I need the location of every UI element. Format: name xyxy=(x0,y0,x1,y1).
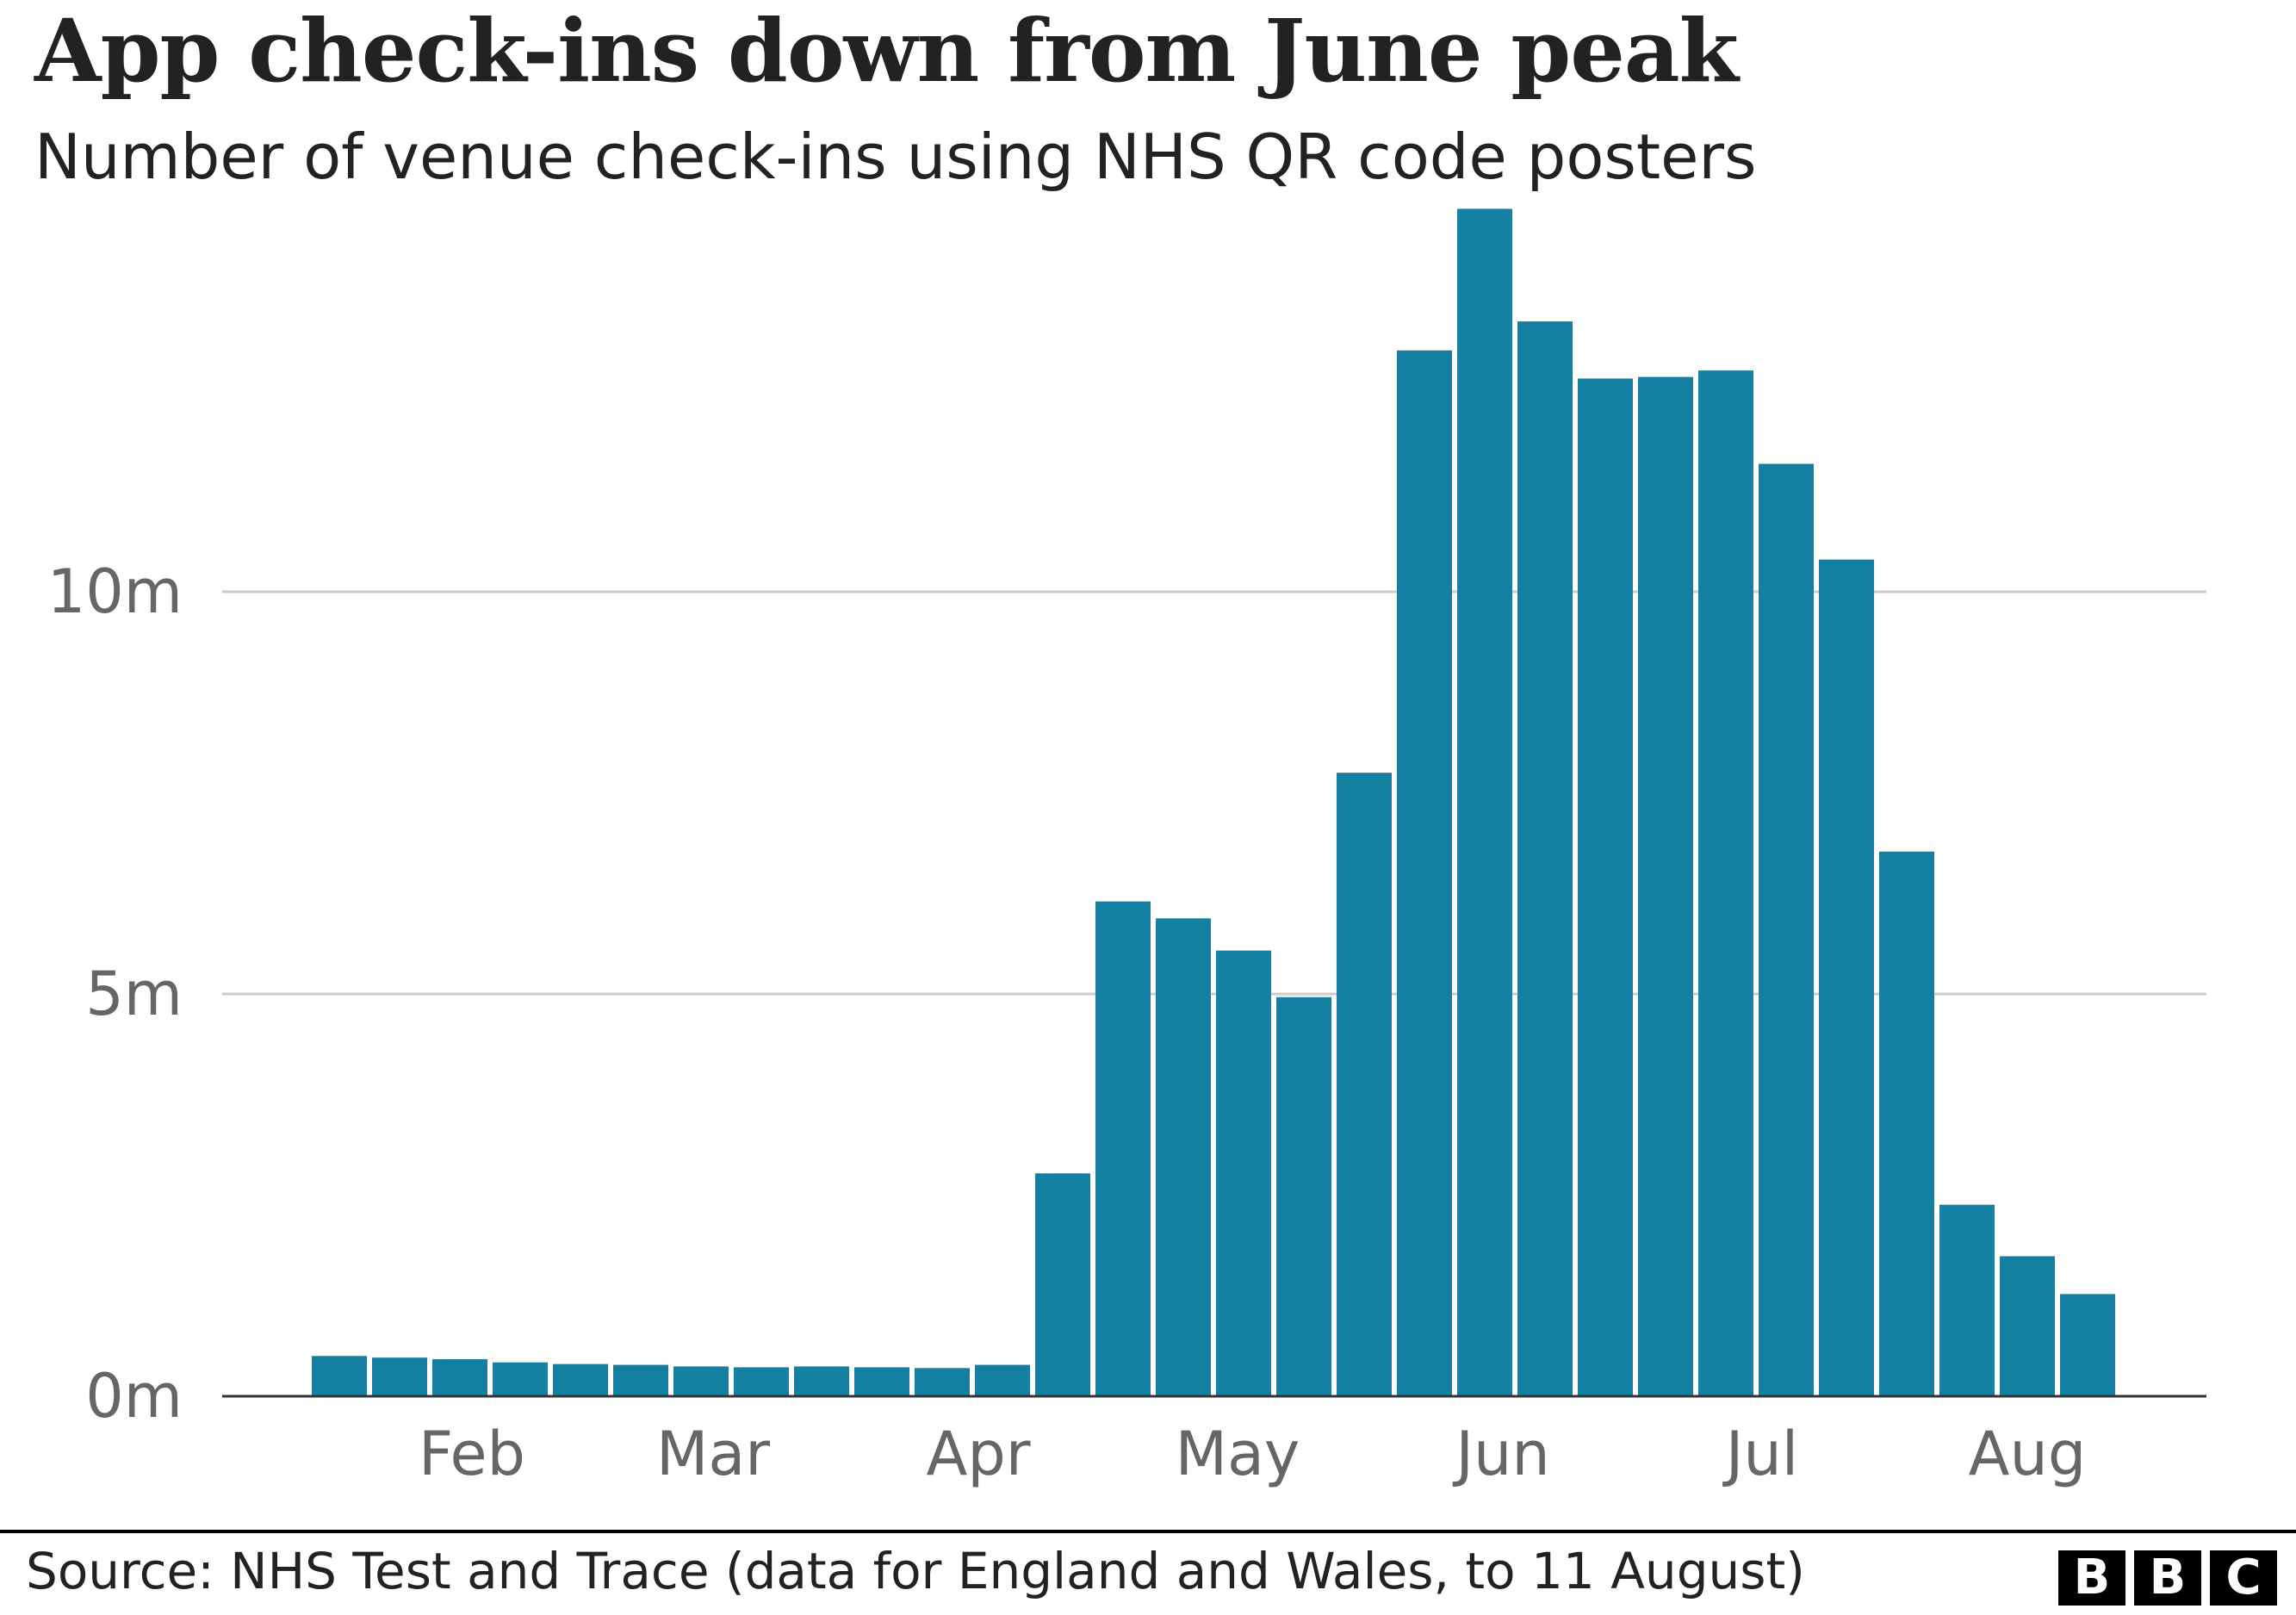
bar xyxy=(1819,559,1874,1396)
bar xyxy=(1578,378,1633,1396)
x-tick-label: May xyxy=(1176,1419,1300,1489)
chart-title: App check-ins down from June peak xyxy=(34,0,1739,102)
bar xyxy=(1517,321,1573,1396)
source-note: Source: NHS Test and Trace (data for Eng… xyxy=(26,1542,1805,1600)
bar xyxy=(553,1363,608,1396)
x-tick-label: Apr xyxy=(926,1419,1030,1489)
x-tick-label: Jul xyxy=(1722,1419,1798,1489)
bar xyxy=(1698,370,1753,1396)
bar xyxy=(915,1368,970,1396)
bar xyxy=(1879,851,1934,1396)
bar xyxy=(1216,950,1271,1396)
y-tick-label: 0m xyxy=(85,1361,183,1432)
bar xyxy=(1457,208,1512,1396)
logo-letter: B xyxy=(2134,1550,2201,1606)
bar xyxy=(734,1367,789,1396)
bar xyxy=(372,1357,427,1396)
bar-chart: 0m 5m 10m Feb Mar Apr May Jun Jul Aug xyxy=(47,208,2206,1489)
bbc-logo: B B C xyxy=(2058,1550,2277,1606)
y-tick-label: 10m xyxy=(47,556,183,627)
y-tick-label: 5m xyxy=(85,959,183,1029)
bar xyxy=(613,1364,668,1396)
x-tick-label: Feb xyxy=(419,1419,525,1489)
chart-subtitle: Number of venue check-ins using NHS QR c… xyxy=(34,121,1757,193)
bar xyxy=(312,1356,367,1396)
bar xyxy=(1156,918,1211,1396)
bar xyxy=(1759,463,1814,1396)
bar xyxy=(432,1359,487,1396)
logo-letter: B xyxy=(2058,1550,2125,1606)
x-tick-label: Mar xyxy=(656,1419,770,1489)
bar xyxy=(794,1366,849,1396)
bar xyxy=(1397,350,1452,1396)
bar xyxy=(1095,901,1151,1396)
logo-letter: C xyxy=(2210,1550,2277,1606)
bar xyxy=(1638,376,1693,1396)
bar xyxy=(1939,1204,1995,1396)
bar xyxy=(1035,1173,1090,1396)
bar xyxy=(975,1364,1030,1396)
x-tick-label: Jun xyxy=(1452,1419,1549,1489)
footer-divider xyxy=(0,1530,2296,1533)
x-tick-label: Aug xyxy=(1969,1419,2087,1489)
bar xyxy=(2000,1256,2055,1396)
bar xyxy=(673,1366,729,1396)
bar xyxy=(2060,1294,2115,1396)
bar xyxy=(493,1362,548,1396)
bar xyxy=(854,1367,909,1396)
bar xyxy=(1276,997,1331,1396)
bar xyxy=(1337,773,1392,1396)
